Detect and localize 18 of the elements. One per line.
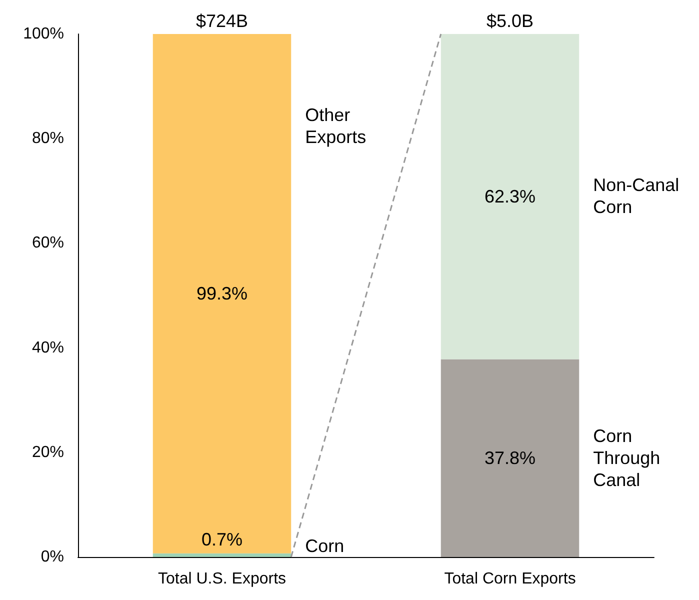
series-label: Corn Through Canal bbox=[593, 425, 662, 492]
series-label: Non-Canal Corn bbox=[593, 174, 680, 218]
y-tick-label: 80% bbox=[32, 130, 64, 148]
data-label: 99.3% bbox=[196, 284, 248, 304]
annotation: $724B bbox=[196, 10, 248, 32]
data-label: 62.3% bbox=[484, 186, 536, 207]
data-label: 0.7% bbox=[201, 529, 243, 550]
x-tick-label: Total Corn Exports bbox=[444, 570, 576, 588]
y-tick-label: 0% bbox=[40, 548, 64, 566]
series-label: Other Exports bbox=[305, 104, 368, 148]
y-tick-label: 20% bbox=[32, 444, 64, 461]
x-tick-label: Total U.S. Exports bbox=[158, 570, 286, 588]
y-tick-label: 100% bbox=[23, 26, 64, 42]
y-tick-label: 40% bbox=[32, 339, 64, 356]
y-tick-label: 60% bbox=[32, 234, 64, 252]
series-label: Corn bbox=[305, 535, 344, 557]
annotation: $5.0B bbox=[486, 10, 534, 32]
data-label: 37.8% bbox=[484, 448, 536, 468]
